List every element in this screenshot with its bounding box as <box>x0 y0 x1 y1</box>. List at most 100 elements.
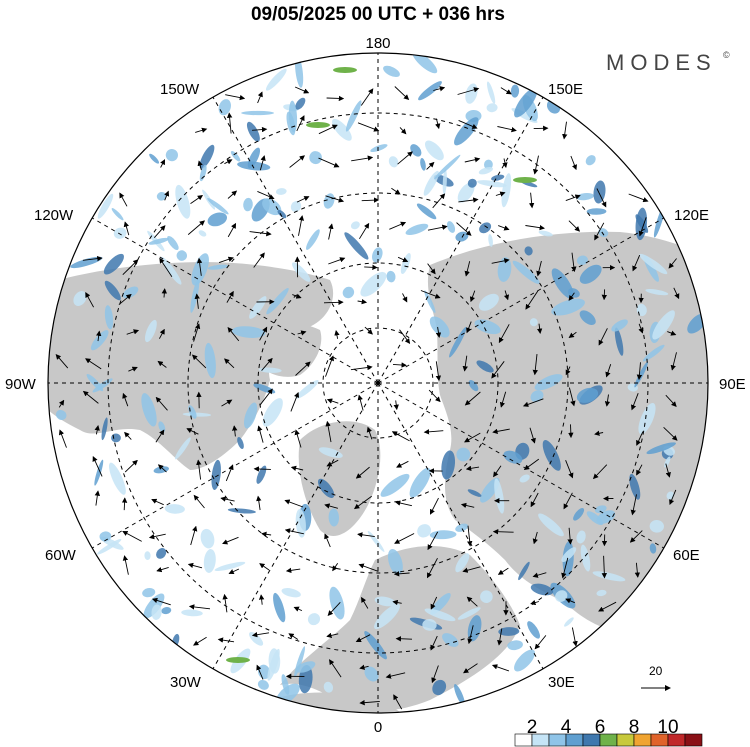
wind-speed-contour <box>207 197 229 215</box>
wind-vector-arrow <box>491 258 510 264</box>
wind-speed-contour <box>207 264 229 270</box>
wind-speed-contour <box>148 237 170 245</box>
wind-speed-contour <box>454 683 465 707</box>
wind-speed-contour <box>90 330 109 351</box>
lat-circle-80n <box>322 327 434 439</box>
wind-vector-arrow <box>491 664 510 672</box>
wind-vector-arrow <box>357 122 380 132</box>
wind-vector-arrow <box>222 593 228 613</box>
wind-vector-arrow <box>58 429 67 448</box>
wind-speed-contour <box>538 513 564 537</box>
meridian-line <box>91 217 379 384</box>
wind-vector-arrow <box>224 358 235 369</box>
wind-speed-contour <box>151 604 162 620</box>
wind-vector-arrow <box>402 293 408 303</box>
wind-vector-arrow <box>357 394 364 411</box>
wind-vector-arrow <box>293 606 303 612</box>
meridian-line <box>377 217 665 384</box>
wind-vector-arrow <box>257 91 263 104</box>
wind-speed-contour <box>266 288 289 315</box>
wind-speed-contour <box>243 402 258 429</box>
wind-vector-arrow <box>118 293 132 306</box>
wind-vector-arrow <box>359 664 369 670</box>
wind-vector-arrow <box>197 160 203 171</box>
wind-speed-contour <box>467 178 477 188</box>
wind-vector-arrow <box>85 358 102 370</box>
wind-speed-contour <box>518 561 530 581</box>
wind-speed-contour <box>507 640 523 651</box>
wind-vector-arrow <box>326 632 339 639</box>
wind-vector-arrow <box>492 428 510 435</box>
wind-vector-arrow <box>522 398 544 407</box>
lon-label-30w: 30W <box>170 674 202 691</box>
graticule <box>48 53 708 713</box>
wind-speed-contour <box>230 150 241 162</box>
colorbar-label-8: 8 <box>629 717 640 738</box>
wind-vector-arrow <box>466 321 472 334</box>
wind-vector-arrow <box>570 155 577 171</box>
lon-label-0: 0 <box>374 719 382 736</box>
wind-vector-arrow <box>491 361 505 379</box>
wind-speed-contour <box>108 462 126 495</box>
wind-speed-contour <box>73 291 87 306</box>
wind-vector-arrow <box>565 598 575 604</box>
wind-vector-arrow <box>598 601 617 612</box>
wind-speed-contour <box>104 280 121 301</box>
map-title: 09/05/2025 00 UTC + 036 hrs <box>251 4 505 25</box>
wind-speed-contour <box>345 100 362 132</box>
wind-speed-contour <box>188 405 197 419</box>
wind-speed-contour <box>480 590 493 604</box>
wind-speed-contour <box>144 319 157 343</box>
wind-vector-arrow <box>256 495 262 511</box>
wind-vector-arrow <box>359 222 370 240</box>
wind-speed-contour <box>232 326 266 338</box>
wind-vector-arrow <box>224 159 233 165</box>
wind-speed-contour <box>638 402 656 435</box>
wind-vector-arrow <box>194 293 200 309</box>
wind-vector-arrow <box>464 157 481 163</box>
wind-vector-arrow <box>529 427 536 444</box>
wind-vector-arrow <box>296 196 310 203</box>
wind-speed-contour <box>247 147 261 169</box>
wind-vector-arrow <box>433 86 446 92</box>
wind-speed-contour <box>275 188 287 195</box>
wind-speed-contour <box>94 459 104 486</box>
wind-vector-arrow <box>536 260 542 277</box>
wind-vector-arrow <box>123 221 130 236</box>
wind-speed-contour <box>418 81 442 101</box>
wind-speed-contour <box>555 590 568 602</box>
wind-speed-contour <box>614 327 624 356</box>
wind-vector-arrow <box>366 426 373 440</box>
wind-vector-arrow <box>259 563 270 571</box>
wind-vector-arrow <box>252 126 268 133</box>
wind-speed-contour <box>103 253 124 275</box>
wind-speed-contour <box>455 523 469 532</box>
wind-vector-arrow <box>567 527 573 545</box>
wind-vector-arrow <box>359 699 380 706</box>
wind-vector-arrow <box>256 664 264 680</box>
wind-vector-arrow <box>355 466 370 479</box>
wind-vector-arrow <box>193 323 201 342</box>
wind-speed-contour <box>199 164 207 182</box>
wind-vector-arrow <box>187 562 203 569</box>
wind-vector-arrow <box>297 330 307 336</box>
wind-speed-contour <box>579 264 602 284</box>
wind-vector-arrow <box>295 361 311 376</box>
wind-speed-contour <box>586 208 607 215</box>
wind-vector-arrow <box>164 190 170 201</box>
wind-vector-arrow <box>251 632 270 638</box>
wind-vector-arrow <box>227 327 240 342</box>
wind-speed-contour <box>429 530 457 540</box>
wind-speed-contour <box>611 319 628 332</box>
wind-vector-arrow <box>361 596 369 609</box>
lat-circle-50n <box>107 112 649 654</box>
wind-speed-contour <box>97 538 122 555</box>
wind-speed-contour <box>296 661 316 673</box>
wind-speed-contour <box>273 592 286 623</box>
wind-vector-arrow <box>249 230 272 237</box>
wind-vector-arrow <box>532 572 547 578</box>
wind-vector-arrow <box>399 329 411 345</box>
wind-speed-contour <box>429 316 450 338</box>
wind-vector-arrow <box>464 391 481 406</box>
